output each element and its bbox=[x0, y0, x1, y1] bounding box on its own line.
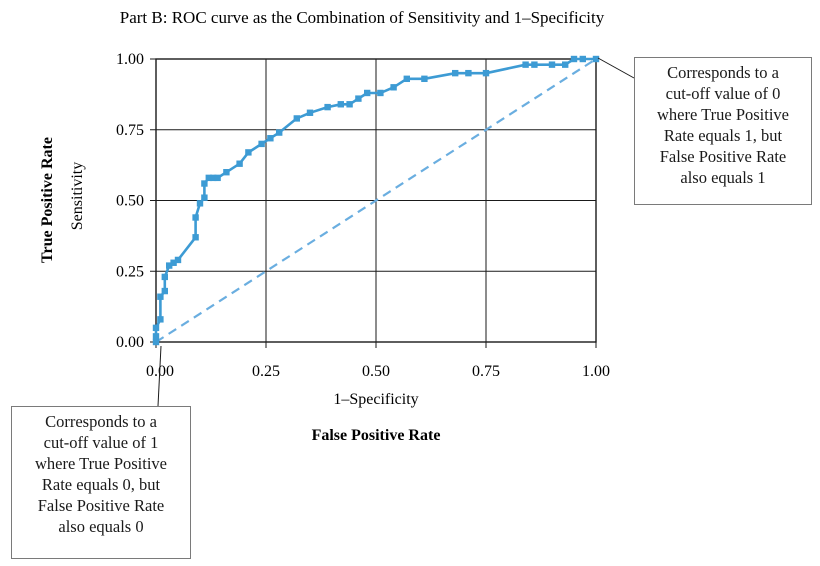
callout-leader-top bbox=[597, 57, 635, 79]
roc-point bbox=[245, 149, 252, 156]
roc-point bbox=[562, 61, 569, 68]
callout-bottom-line-2: cut-off value of 1 bbox=[43, 433, 159, 452]
roc-point bbox=[161, 273, 168, 281]
roc-point bbox=[170, 259, 177, 266]
roc-point bbox=[174, 256, 182, 264]
roc-point bbox=[390, 84, 397, 91]
roc-point bbox=[214, 174, 221, 182]
roc-point bbox=[465, 69, 472, 77]
roc-point bbox=[192, 234, 199, 241]
callout-bottom-line-6: also equals 0 bbox=[58, 517, 144, 536]
callout-bottom-line-3: where True Positive bbox=[35, 454, 167, 473]
roc-point bbox=[161, 287, 168, 295]
x-axis-label-secondary: False Positive Rate bbox=[312, 427, 441, 444]
roc-point bbox=[293, 115, 300, 122]
roc-point bbox=[276, 129, 283, 136]
callout-top-line-3: where True Positive bbox=[657, 105, 789, 124]
roc-point bbox=[592, 55, 600, 63]
x-tick-label: 0.25 bbox=[252, 363, 280, 380]
callout-leader-bottom bbox=[157, 345, 162, 407]
roc-point bbox=[210, 174, 217, 182]
callout-bottom-line-1: Corresponds to a bbox=[45, 412, 157, 431]
x-tick-label: 0.50 bbox=[362, 363, 390, 380]
y-tick-label: 0.50 bbox=[116, 193, 144, 210]
roc-point bbox=[364, 89, 371, 97]
roc-point bbox=[201, 194, 208, 201]
callout-bottom-left: Corresponds to a cut-off value of 1 wher… bbox=[11, 406, 191, 559]
series-layer bbox=[152, 55, 600, 346]
callout-top-line-6: also equals 1 bbox=[680, 168, 766, 187]
roc-point bbox=[205, 174, 212, 182]
callout-top-line-1: Corresponds to a bbox=[667, 63, 779, 82]
roc-point bbox=[192, 214, 199, 221]
x-tick-label: 1.00 bbox=[582, 363, 610, 380]
roc-point bbox=[152, 324, 160, 332]
roc-point bbox=[421, 75, 428, 83]
y-tick-label: 0.00 bbox=[116, 334, 144, 351]
roc-point bbox=[157, 316, 164, 323]
callout-top-line-4: Rate equals 1, but bbox=[663, 126, 783, 145]
ticks: 0.00 0.25 0.50 0.75 1.000.000.250.500.751.00 bbox=[116, 51, 610, 380]
y-axis-label: Sensitivity bbox=[69, 162, 86, 230]
callout-top-right: Corresponds to a cut-off value of 0 wher… bbox=[634, 57, 812, 205]
roc-point bbox=[570, 55, 578, 63]
roc-point bbox=[346, 101, 353, 108]
roc-point bbox=[531, 61, 538, 68]
roc-point bbox=[223, 169, 230, 176]
x-tick-label: 0.75 bbox=[472, 363, 500, 380]
roc-point bbox=[337, 101, 344, 108]
reference-diagonal-line bbox=[155, 58, 597, 343]
roc-point bbox=[201, 180, 208, 187]
roc-point bbox=[306, 109, 314, 116]
callout-top-line-2: cut-off value of 0 bbox=[665, 84, 781, 103]
chart-title: Part B: ROC curve as the Combination of … bbox=[120, 8, 605, 27]
roc-point bbox=[166, 262, 173, 269]
roc-point bbox=[482, 69, 490, 77]
roc-point bbox=[196, 200, 204, 207]
callout-bottom-line-4: Rate equals 0, but bbox=[41, 475, 161, 494]
roc-point bbox=[324, 103, 331, 111]
roc-point bbox=[267, 135, 274, 142]
callout-top-line-5: False Positive Rate bbox=[659, 147, 787, 166]
roc-point bbox=[152, 333, 160, 340]
y-tick-label: 0.25 bbox=[116, 263, 144, 280]
roc-point bbox=[403, 75, 410, 83]
roc-point bbox=[152, 338, 160, 346]
x-axis-label: 1–Specificity bbox=[333, 391, 418, 408]
y-tick-label: 1.00 bbox=[116, 51, 144, 68]
y-axis-label-secondary: True Positive Rate bbox=[39, 137, 56, 263]
roc-point bbox=[452, 69, 459, 77]
callout-bottom-line-5: False Positive Rate bbox=[37, 496, 165, 515]
roc-point bbox=[258, 140, 265, 148]
roc-point bbox=[355, 95, 362, 102]
roc-point bbox=[377, 89, 384, 97]
roc-point bbox=[579, 55, 586, 63]
roc-point bbox=[522, 61, 529, 68]
roc-point bbox=[236, 160, 243, 167]
roc-point bbox=[157, 293, 164, 300]
roc-point bbox=[548, 61, 556, 68]
y-tick-label: 0.75 bbox=[116, 122, 144, 139]
